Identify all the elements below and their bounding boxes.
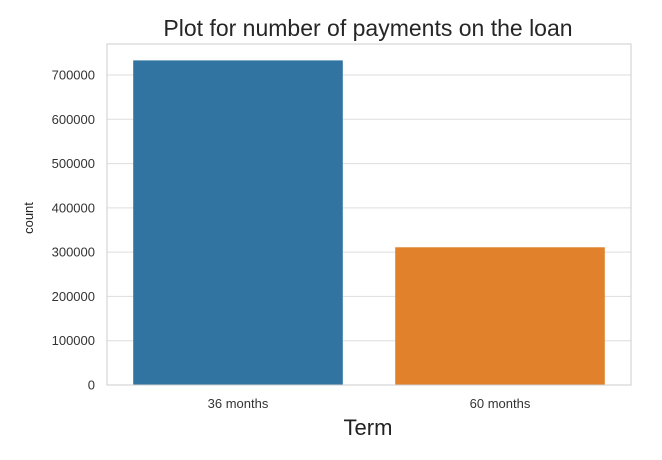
y-tick-label: 600000 bbox=[52, 112, 95, 127]
x-tick-labels: 36 months 60 months bbox=[208, 396, 531, 411]
y-tick-label: 400000 bbox=[52, 200, 95, 215]
bar bbox=[395, 247, 605, 385]
x-tick-label: 36 months bbox=[208, 396, 269, 411]
y-tick-label: 500000 bbox=[52, 156, 95, 171]
x-tick-label: 60 months bbox=[470, 396, 531, 411]
y-tick-labels: 0 100000 200000 300000 400000 500000 600000 700… bbox=[52, 68, 95, 393]
y-tick-label: 100000 bbox=[52, 333, 95, 348]
y-tick-label: 700000 bbox=[52, 68, 95, 83]
chart-title: Plot for number of payments on the loan bbox=[163, 15, 572, 41]
y-axis-title: count bbox=[21, 202, 36, 234]
bar bbox=[133, 60, 343, 386]
y-tick-label: 300000 bbox=[52, 245, 95, 260]
x-axis-title: Term bbox=[344, 415, 393, 440]
bars bbox=[133, 60, 605, 386]
y-tick-label: 0 bbox=[88, 378, 95, 393]
y-tick-label: 200000 bbox=[52, 289, 95, 304]
plot-frame bbox=[106, 43, 632, 386]
